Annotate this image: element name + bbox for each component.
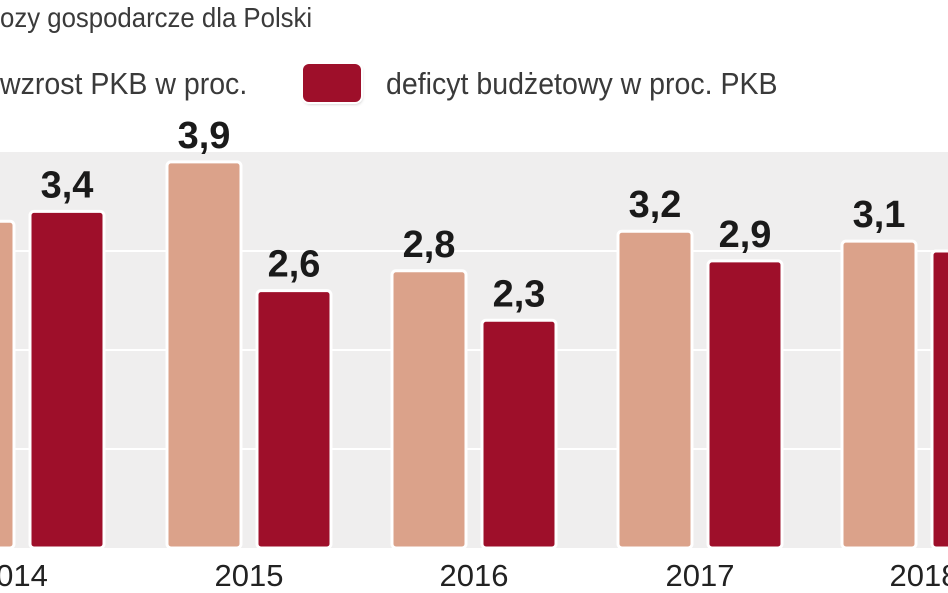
- bar-deficit-2016: [480, 318, 558, 550]
- value-label-gdp-2017: 3,2: [629, 184, 682, 226]
- legend-label-gdp: wzrost PKB w proc.: [0, 66, 248, 101]
- legend-label-deficit: deficyt budżetowy w proc. PKB: [386, 66, 778, 101]
- value-label-deficit-2014: 3,4: [41, 164, 94, 206]
- chart-title: ozy gospodarcze dla Polski: [0, 2, 313, 33]
- value-label-deficit-2017: 2,9: [719, 214, 772, 256]
- bar-deficit-2014: [28, 209, 106, 550]
- bar-deficit-2018: [930, 249, 948, 550]
- bar-gdp-2016: [390, 269, 468, 550]
- value-label-deficit-2015: 2,6: [268, 244, 321, 286]
- value-label-gdp-2016: 2,8: [403, 224, 456, 266]
- value-label-gdp-2015: 3,9: [178, 115, 231, 157]
- value-label-gdp-2018: 3,1: [853, 194, 906, 236]
- category-label-2016: 2016: [440, 558, 509, 593]
- value-label-deficit-2016: 2,3: [493, 273, 546, 315]
- category-label-2015: 2015: [215, 558, 284, 593]
- bar-deficit-2017: [706, 259, 784, 550]
- category-label-2014: 014: [0, 558, 48, 593]
- category-label-2018: 2018: [890, 558, 948, 593]
- bar-gdp-2015: [165, 160, 243, 550]
- bar-deficit-2015: [255, 289, 333, 550]
- bar-gdp-2017: [616, 229, 694, 550]
- bar-gdp-2014: [0, 219, 16, 550]
- legend-swatch-deficit: [303, 64, 361, 102]
- bar-gdp-2018: [840, 239, 918, 550]
- category-label-2017: 2017: [666, 558, 735, 593]
